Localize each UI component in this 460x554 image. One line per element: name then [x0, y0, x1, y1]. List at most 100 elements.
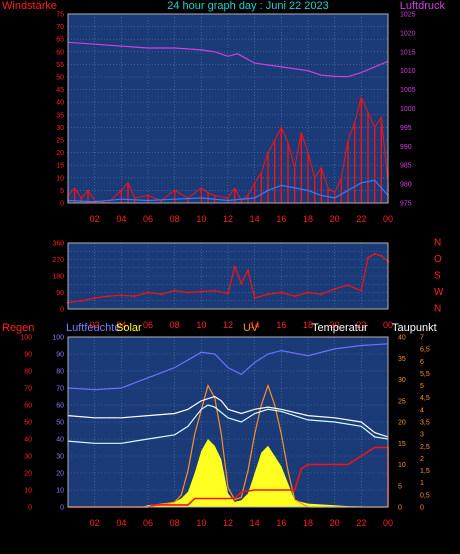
- humidity-temperature-x-tick-label: 00: [383, 518, 393, 528]
- legend-regen: Regen: [2, 322, 34, 334]
- legend-temperatur: Temperatur: [312, 322, 368, 334]
- wind-direction-x-tick-label: 04: [116, 320, 126, 330]
- humidity-line: [67, 343, 389, 391]
- humidity-temperature-x-tick-label: 06: [143, 518, 153, 528]
- humidity-temperature-x-tick-label: 20: [330, 518, 340, 528]
- wind-speed-tick-label: 25: [56, 138, 64, 145]
- compass-label: N: [434, 304, 441, 315]
- humidity-tick-label: 80: [56, 369, 64, 376]
- wind-direction-tick-label: 360: [52, 241, 64, 248]
- temperature-tick-label: 25: [398, 398, 406, 405]
- pressure-tick-label: 995: [400, 125, 412, 132]
- uv-tick-label: 7: [420, 335, 424, 342]
- humidity-tick-label: 70: [56, 386, 64, 393]
- uv-tick-label: 5,5: [420, 371, 430, 378]
- rain-line: [68, 446, 389, 508]
- pressure-tick-label: 985: [400, 163, 412, 170]
- uv-tick-label: 1: [420, 480, 424, 487]
- wind-speed-tick-label: 65: [56, 37, 64, 44]
- wind-pressure-background: [68, 14, 388, 203]
- humidity-temperature-x-tick-label: 22: [356, 518, 366, 528]
- wind-speed-tick-label: 15: [56, 163, 64, 170]
- wind-direction-frame: [67, 242, 389, 310]
- wind-speed-tick-label: 20: [56, 150, 64, 157]
- compass-label: W: [434, 287, 444, 298]
- uv-tick-label: 5: [420, 383, 424, 390]
- pressure-line: [67, 41, 389, 78]
- wind-pressure-frame: [67, 13, 389, 204]
- humidity-tick-label: 30: [56, 454, 64, 461]
- wind-direction-point: [213, 289, 216, 292]
- rain-tick-label: 30: [24, 454, 32, 461]
- wind-direction-point: [360, 289, 363, 292]
- wind-direction-x-tick-label: 20: [330, 320, 340, 330]
- wind-speed-tick-label: 30: [56, 125, 64, 132]
- humidity-temperature-x-tick-label: 14: [250, 518, 260, 528]
- compass-label: N: [434, 238, 441, 249]
- wind-pressure-panel: 0510152025303540455055606570759759809859…: [56, 12, 415, 208]
- wind-direction-x-tick-label: 10: [196, 320, 206, 330]
- wind-direction-point: [246, 269, 250, 272]
- wind-pressure-x-tick-label: 08: [170, 214, 180, 224]
- humidity-temperature-x-tick-label: 12: [223, 518, 233, 528]
- pressure-tick-label: 1010: [400, 68, 416, 75]
- legend-taupunkt: Taupunkt: [392, 322, 437, 334]
- wind-direction-point: [233, 265, 236, 268]
- wind-direction-point: [253, 296, 256, 300]
- uv-tick-label: 2,5: [420, 444, 430, 451]
- uv-line: [68, 383, 388, 508]
- humidity-temperature-x-tick-label: 18: [303, 518, 313, 528]
- wind-speed-tick-label: 75: [56, 12, 64, 19]
- wind-direction-point: [146, 291, 150, 294]
- legend-uv: UV: [243, 322, 259, 334]
- humidity-temperature-x-tick-label: 02: [90, 518, 100, 528]
- wind-direction-point: [366, 256, 370, 259]
- temperature-tick-label: 40: [398, 335, 406, 342]
- wind-direction-point: [380, 254, 383, 257]
- uv-tick-label: 4,5: [420, 395, 430, 402]
- wind-speed-tick-label: 70: [56, 24, 64, 31]
- humidity-tick-label: 100: [52, 335, 64, 342]
- uv-tick-label: 2: [420, 456, 424, 463]
- rain-tick-label: 80: [24, 369, 32, 376]
- wind-speed-tick-label: 10: [56, 175, 64, 182]
- rain-tick-label: 100: [20, 335, 32, 342]
- wind-direction-x-tick-label: 18: [303, 320, 313, 330]
- wind-direction-point: [293, 295, 296, 298]
- wind-direction-x-tick-label: 00: [383, 320, 393, 330]
- wind-direction-point: [93, 296, 96, 300]
- wind-direction-point: [106, 295, 110, 298]
- wind-direction-point: [333, 287, 336, 290]
- wind-direction-point: [346, 284, 350, 287]
- legend-solar: Solar: [116, 322, 142, 334]
- wind-direction-x-tick-label: 06: [143, 320, 153, 330]
- wind-speed-line: [67, 95, 389, 204]
- wind-direction-point: [320, 293, 323, 296]
- header-title: 24 hour graph day : Juni 22 2023: [167, 0, 328, 12]
- temperature-tick-label: 30: [398, 377, 406, 384]
- pressure-tick-label: 990: [400, 144, 412, 151]
- wind-direction-point: [200, 290, 203, 293]
- wind-pressure-x-tick-label: 20: [330, 214, 340, 224]
- temperature-tick-label: 0: [398, 505, 402, 512]
- humidity-temperature-x-tick-label: 04: [116, 518, 126, 528]
- wind-direction-point: [306, 291, 310, 294]
- wind-direction-tick-label: 0: [60, 307, 64, 314]
- pressure-tick-label: 1025: [400, 12, 416, 19]
- panel3-legend: Regen Luftfeuchte Solar UV Temperatur Ta…: [2, 322, 437, 334]
- rain-tick-label: 60: [24, 403, 32, 410]
- wind-direction-x-tick-label: 22: [356, 320, 366, 330]
- wind-direction-point: [186, 291, 190, 294]
- humidity-tick-label: 90: [56, 352, 64, 359]
- wind-direction-x-tick-label: 16: [276, 320, 286, 330]
- pressure-tick-label: 1015: [400, 49, 416, 56]
- wind-speed-tick-label: 45: [56, 87, 64, 94]
- wind-direction-tick-label: 180: [52, 274, 64, 281]
- wind-direction-point: [133, 295, 136, 298]
- dewpoint-line: [67, 404, 389, 444]
- humidity-tick-label: 20: [56, 471, 64, 478]
- temperature-tick-label: 20: [398, 420, 406, 427]
- wind-speed-tick-label: 5: [60, 188, 64, 195]
- humidity-temperature-x-tick-label: 08: [170, 518, 180, 528]
